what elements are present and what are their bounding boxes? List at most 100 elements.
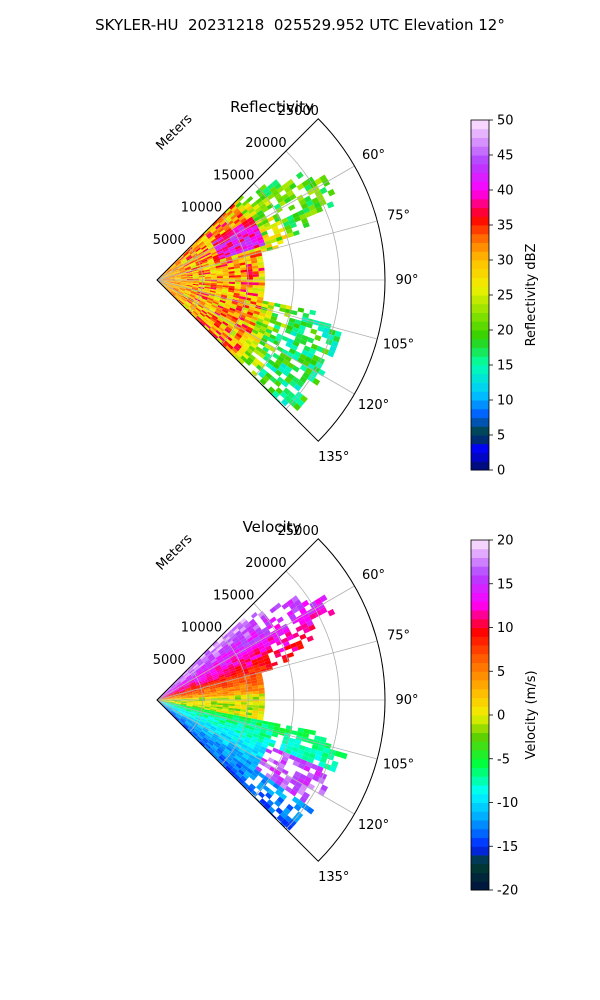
- colorbar-segment: [471, 461, 489, 471]
- panel-title: Reflectivity: [230, 98, 314, 116]
- range-tick-label: 5000: [153, 653, 186, 668]
- colorbar-segment: [471, 216, 489, 226]
- colorbar-segment: [471, 706, 489, 716]
- colorbar-segment: [471, 181, 489, 191]
- colorbar-segment: [471, 750, 489, 760]
- colorbar-segment: [471, 863, 489, 873]
- sector-border: [156, 538, 386, 862]
- colorbar-segment: [471, 382, 489, 392]
- range-tick-label: 15000: [213, 588, 254, 603]
- panel-title: Velocity: [243, 518, 302, 536]
- colorbar-segment: [471, 391, 489, 401]
- azimuth-tick-label: 105°: [383, 758, 414, 773]
- colorbar-segment: [471, 715, 489, 725]
- colorbar-tick-label: 10: [497, 394, 514, 409]
- azimuth-gridline: [156, 279, 378, 340]
- colorbar-segment: [471, 452, 489, 462]
- azimuth-tick-label: 105°: [383, 338, 414, 353]
- colorbar-tick-label: 40: [497, 184, 514, 199]
- colorbar-segment: [471, 820, 489, 830]
- colorbar-segment: [471, 163, 489, 173]
- colorbar-segment: [471, 776, 489, 786]
- colorbar-tick-label: -5: [497, 752, 510, 767]
- azimuth-tick-label: 75°: [387, 208, 410, 223]
- colorbar-segment: [471, 575, 489, 585]
- colorbar-segment: [471, 303, 489, 313]
- colorbar-tick-label: 30: [497, 254, 514, 269]
- colorbar-segment: [471, 793, 489, 803]
- azimuth-tick-label: 90°: [395, 693, 418, 708]
- colorbar-segment: [471, 837, 489, 847]
- colorbar-segment: [471, 802, 489, 812]
- colorbar-segment: [471, 365, 489, 375]
- colorbar-segment: [471, 566, 489, 576]
- colorbar-segment: [471, 190, 489, 200]
- colorbar-segment: [471, 242, 489, 252]
- azimuth-gridline: [156, 279, 355, 395]
- colorbar-segment: [471, 435, 489, 445]
- azimuth-gridline: [156, 220, 378, 281]
- colorbar-segment: [471, 120, 489, 130]
- colorbar-segment: [471, 146, 489, 156]
- colorbar-segment: [471, 548, 489, 558]
- colorbar-segment: [471, 732, 489, 742]
- colorbar-segment: [471, 417, 489, 427]
- colorbar-segment: [471, 137, 489, 147]
- colorbar-segment: [471, 828, 489, 838]
- colorbar-tick-label: 50: [497, 114, 514, 129]
- colorbar-segment: [471, 260, 489, 270]
- range-tick-label: 15000: [213, 168, 254, 183]
- colorbar-segment: [471, 330, 489, 340]
- colorbar-segment: [471, 662, 489, 672]
- colorbar-segment: [471, 198, 489, 208]
- range-tick-label: 5000: [153, 233, 186, 248]
- colorbar-segment: [471, 680, 489, 690]
- colorbar-segment: [471, 128, 489, 138]
- colorbar-tick-label: 10: [497, 621, 514, 636]
- colorbar-segment: [471, 767, 489, 777]
- colorbar-segment: [471, 645, 489, 655]
- colorbar-segment: [471, 811, 489, 821]
- colorbar-tick-label: 0: [497, 464, 505, 479]
- colorbar-tick-label: 35: [497, 219, 514, 234]
- colorbar-tick-label: 15: [497, 577, 514, 592]
- range-tick-label: 10000: [181, 621, 222, 636]
- colorbar-segment: [471, 872, 489, 882]
- colorbar-segment: [471, 286, 489, 296]
- colorbar-segment: [471, 373, 489, 383]
- colorbar-tick-label: 5: [497, 429, 505, 444]
- colorbar-segment: [471, 653, 489, 663]
- colorbar-segment: [471, 557, 489, 567]
- colorbar-label: Velocity (m/s): [524, 670, 539, 759]
- sector-border: [156, 118, 386, 442]
- azimuth-gridline: [156, 585, 355, 701]
- colorbar-segment: [471, 295, 489, 305]
- azimuth-tick-label: 60°: [362, 148, 385, 163]
- colorbar-segment: [471, 172, 489, 182]
- colorbar-segment: [471, 338, 489, 348]
- range-tick-label: 20000: [245, 136, 286, 151]
- azimuth-gridline: [156, 640, 378, 701]
- azimuth-tick-label: 135°: [318, 870, 349, 885]
- colorbar-segment: [471, 277, 489, 287]
- colorbar-segment: [471, 881, 489, 891]
- colorbar-segment: [471, 618, 489, 628]
- colorbar-tick-label: -15: [497, 840, 518, 855]
- azimuth-tick-label: 60°: [362, 568, 385, 583]
- polar-grid: [156, 118, 386, 442]
- figure-title: SKYLER-HU 20231218 025529.952 UTC Elevat…: [95, 16, 505, 34]
- colorbar-label: Reflectivity dBZ: [524, 244, 539, 347]
- colorbar-segment: [471, 741, 489, 751]
- range-tick-label: 10000: [181, 201, 222, 216]
- colorbar-segment: [471, 636, 489, 646]
- colorbar-tick-label: 25: [497, 289, 514, 304]
- range-axis-label: Meters: [154, 111, 196, 153]
- colorbar-segment: [471, 207, 489, 217]
- colorbar-segment: [471, 846, 489, 856]
- azimuth-gridline: [156, 699, 355, 815]
- colorbar-segment: [471, 671, 489, 681]
- colorbar-tick-label: 20: [497, 534, 514, 549]
- colorbar-tick-label: -10: [497, 796, 518, 811]
- colorbar-segment: [471, 400, 489, 410]
